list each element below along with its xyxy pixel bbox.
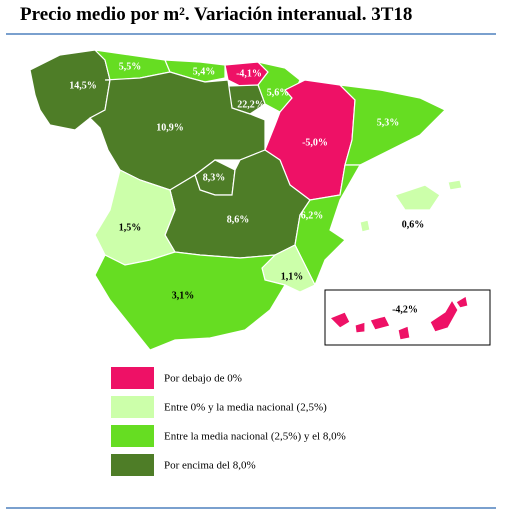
legend-swatch	[111, 425, 154, 447]
legend-label: Por encima del 8,0%	[164, 460, 256, 472]
region	[338, 84, 447, 166]
region-label: 5,6%	[267, 87, 290, 98]
region-label: 8,3%	[203, 172, 226, 183]
region-label: 6,2%	[301, 210, 324, 221]
region-label: 22,2%	[237, 99, 265, 110]
legend-swatch	[111, 454, 154, 476]
region-label: 10,9%	[156, 122, 184, 133]
legend-swatch	[111, 396, 154, 418]
legend-label: Entre la media nacional (2,5%) y el 8,0%	[164, 431, 346, 443]
region-label: -4,1%	[236, 68, 262, 79]
region-label: 5,5%	[119, 61, 142, 72]
legend-swatch	[111, 367, 154, 389]
region-label: 14,5%	[69, 80, 97, 91]
region-label: -4,2%	[392, 304, 418, 315]
region-label: 1,5%	[119, 222, 142, 233]
region	[89, 71, 266, 191]
region	[328, 295, 469, 341]
region-label: 3,1%	[172, 290, 195, 301]
title: Precio medio por m². Variación interanua…	[20, 4, 412, 25]
region-label: 1,1%	[281, 271, 304, 282]
region	[359, 179, 463, 233]
region	[94, 251, 286, 351]
region-label: 5,4%	[193, 66, 216, 77]
region-label: 8,6%	[227, 214, 250, 225]
region-label: -5,0%	[302, 137, 328, 148]
region-label: 5,3%	[377, 117, 400, 128]
legend-label: Por debajo de 0%	[164, 373, 242, 385]
canarias-box	[324, 289, 491, 346]
legend-label: Entre 0% y la media nacional (2,5%)	[164, 402, 327, 414]
region-label: 0,6%	[402, 219, 425, 230]
